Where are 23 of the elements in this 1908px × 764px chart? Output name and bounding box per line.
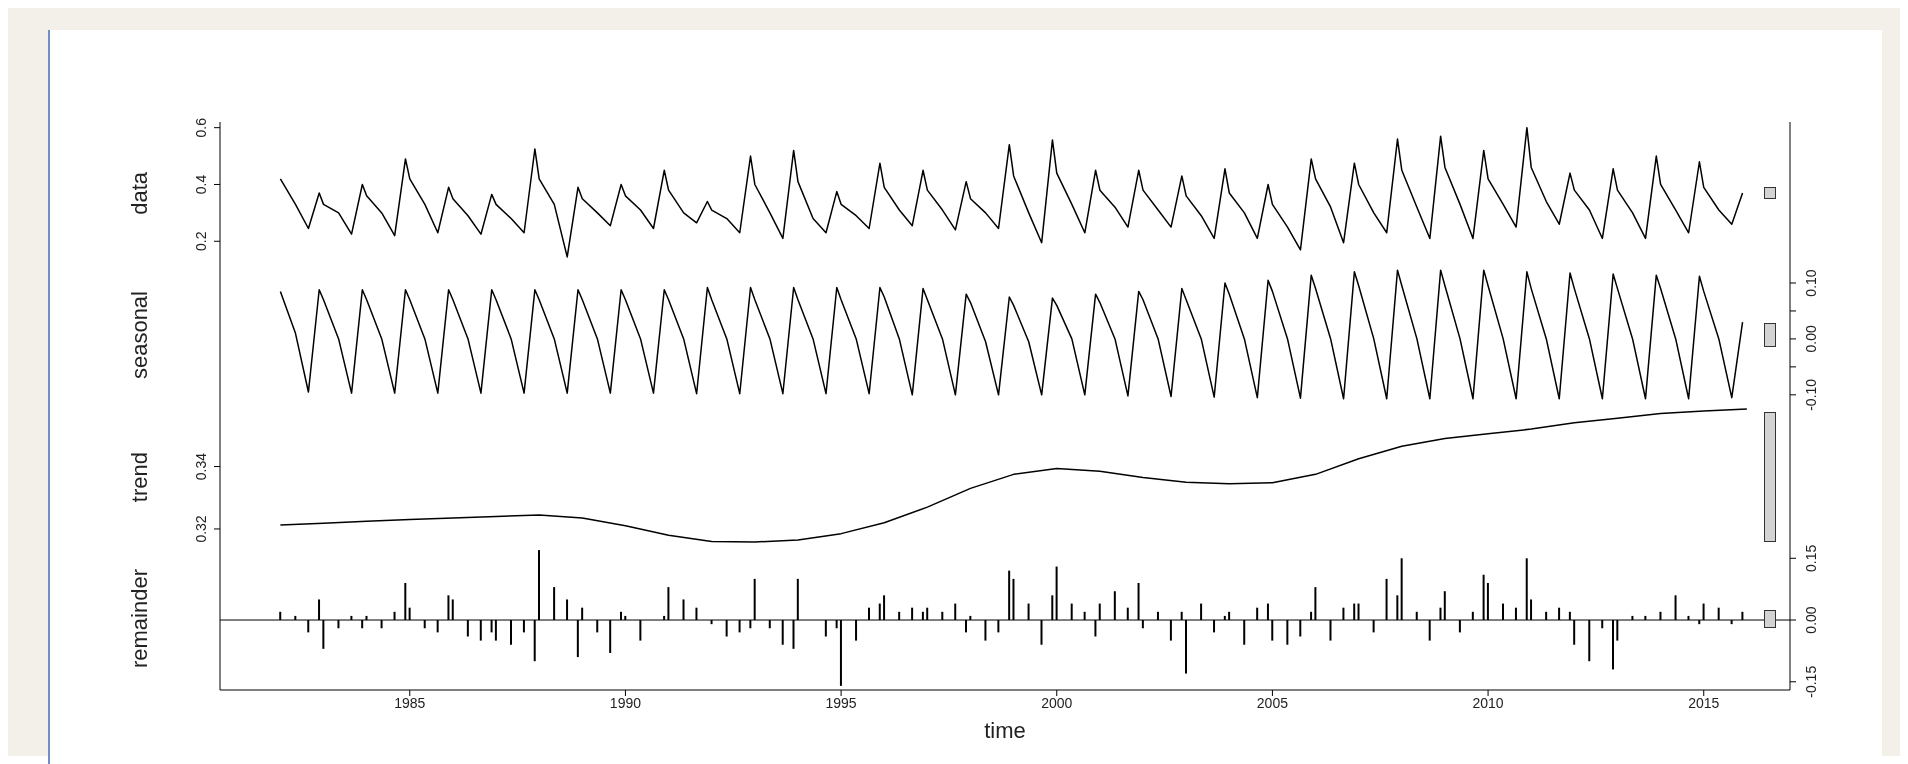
y2-tick-label: 0.15 bbox=[1803, 544, 1819, 572]
x-tick-label: 1990 bbox=[609, 694, 642, 711]
y-tick-label: 0.2 bbox=[193, 231, 209, 252]
y2-tick-label: 0.10 bbox=[1803, 269, 1819, 297]
y-axis-title: trend bbox=[127, 451, 153, 503]
x-tick-label: 2005 bbox=[1256, 694, 1289, 711]
y-tick-label: 0.6 bbox=[193, 117, 209, 138]
y2-tick-label: -0.10 bbox=[1803, 378, 1819, 411]
x-tick-label: 1985 bbox=[394, 694, 426, 711]
y2-tick-label: -0.15 bbox=[1803, 665, 1819, 698]
x-tick-label: 2010 bbox=[1472, 694, 1504, 711]
y-tick-label: 0.4 bbox=[193, 174, 209, 195]
x-tick-label: 2015 bbox=[1688, 694, 1720, 711]
y2-tick-label: 0.00 bbox=[1803, 606, 1819, 634]
x-tick-label: 2000 bbox=[1041, 694, 1073, 711]
y-tick-label: 0.32 bbox=[193, 515, 209, 543]
y-axis-title: data bbox=[127, 171, 153, 215]
y2-tick-label: 0.00 bbox=[1803, 325, 1819, 353]
x-axis-title: time bbox=[983, 718, 1027, 744]
y-tick-label: 0.34 bbox=[193, 452, 209, 481]
y-axis-title: seasonal bbox=[127, 290, 153, 380]
x-tick-label: 1995 bbox=[825, 694, 857, 711]
y-axis-title: remainder bbox=[127, 569, 153, 669]
